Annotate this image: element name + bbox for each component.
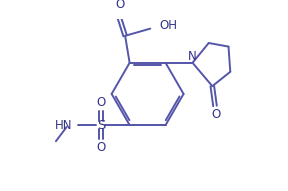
Text: O: O bbox=[115, 0, 124, 11]
Text: O: O bbox=[96, 96, 105, 109]
Text: O: O bbox=[96, 141, 105, 154]
Text: O: O bbox=[211, 108, 221, 121]
Text: OH: OH bbox=[159, 19, 177, 32]
Text: S: S bbox=[97, 119, 105, 132]
Text: N: N bbox=[188, 50, 197, 63]
Text: HN: HN bbox=[55, 119, 72, 132]
